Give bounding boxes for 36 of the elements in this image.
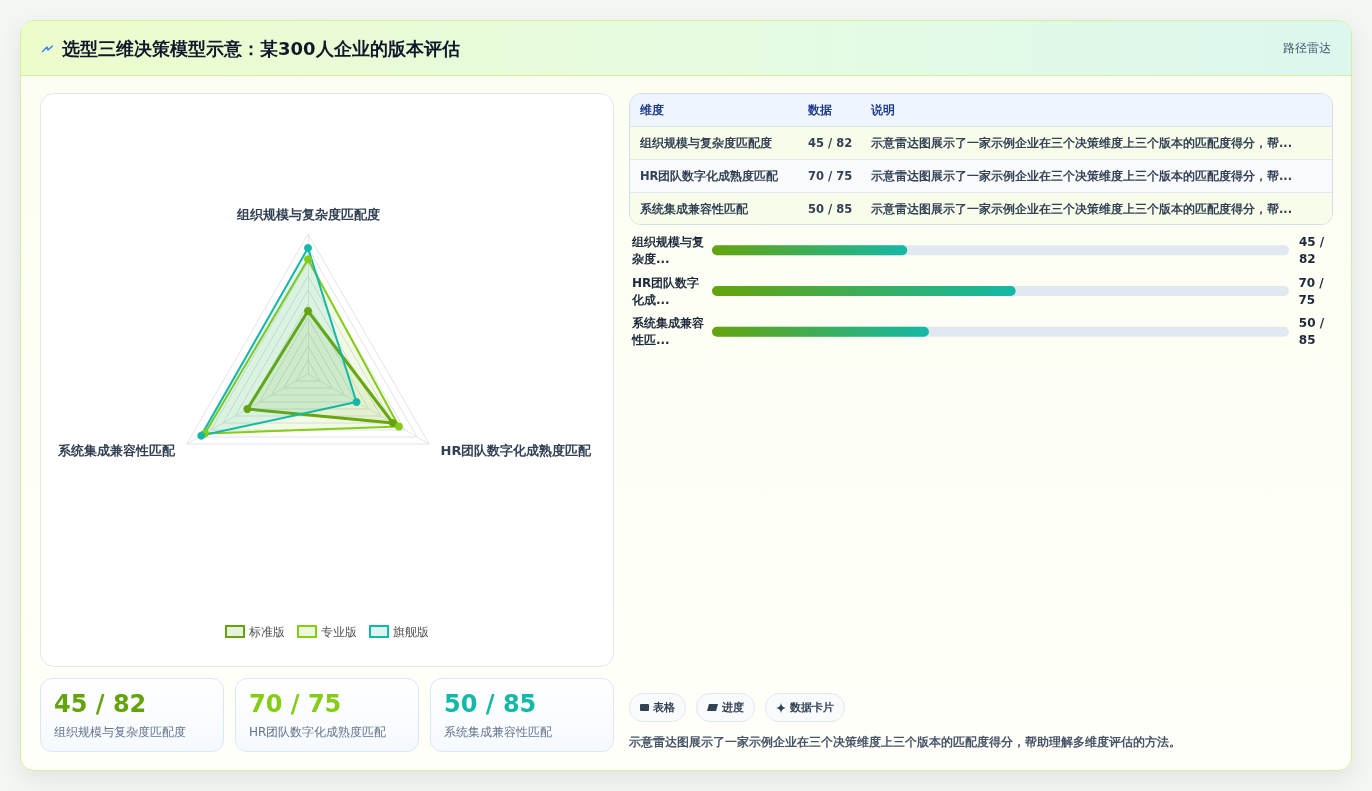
category-label: 组织规模与复杂度匹配度 bbox=[54, 724, 186, 740]
category-label: 数据 bbox=[808, 102, 833, 118]
spoke-label: 系统集成兼容性匹配 bbox=[57, 443, 177, 458]
category-label: HR团队数字化成熟度匹配 bbox=[249, 724, 387, 740]
text: 50 / 85 bbox=[444, 690, 537, 718]
spoke-label: 组织规模与复杂度匹配度 bbox=[235, 207, 380, 222]
legend-label: 旗舰版 bbox=[393, 624, 429, 639]
text: 45 / 82 bbox=[54, 690, 147, 718]
text: HR团队数字化成熟度匹配 bbox=[640, 168, 779, 183]
text: 示意雷达图展示了一家示例企业在三个决策维度上三个版本的匹配度得分，帮... bbox=[871, 135, 1293, 150]
text: 路径雷达 bbox=[1283, 40, 1331, 56]
text: 70 / 75 bbox=[808, 169, 853, 183]
data-label: 50 / 85 bbox=[1298, 316, 1329, 348]
category-label: 维度 bbox=[639, 102, 665, 118]
category-label: 系统集成兼容性匹配 bbox=[444, 724, 552, 740]
text: 50 / 85 bbox=[808, 202, 853, 216]
text: 示意雷达图展示了一家示例企业在三个决策维度上三个版本的匹配度得分，帮... bbox=[871, 201, 1293, 216]
text: 70 / 75 bbox=[249, 690, 342, 718]
text: 示意雷达图展示了一家示例企业在三个决策维度上三个版本的匹配度得分，帮助理解多维度评估的方法。 bbox=[629, 734, 1181, 751]
text: 示意雷达图展示了一家示例企业在三个决策维度上三个版本的匹配度得分，帮... bbox=[871, 168, 1293, 183]
category-label: 说明 bbox=[871, 102, 896, 118]
y-tick-label: HR团队数字化成... bbox=[631, 275, 700, 307]
text: 组织规模与复杂度匹配度 bbox=[640, 135, 772, 150]
text: 数据卡片 bbox=[790, 700, 834, 715]
text: 45 / 82 bbox=[808, 136, 853, 150]
data-label: 70 / 75 bbox=[1298, 275, 1328, 307]
legend-label: 专业版 bbox=[321, 624, 357, 639]
data-label: 45 / 82 bbox=[1298, 234, 1329, 266]
y-tick-label: 系统集成兼容性匹... bbox=[631, 316, 704, 348]
text: 系统集成兼容性匹配 bbox=[640, 201, 748, 216]
text: 表格 bbox=[653, 700, 675, 715]
legend-label: 标准版 bbox=[248, 624, 285, 639]
y-tick-label: 组织规模与复杂度... bbox=[631, 234, 704, 266]
spoke-label: HR团队数字化成熟度匹配 bbox=[440, 443, 593, 458]
chart-title: 选型三维决策模型示意：某300人企业的版本评估 bbox=[62, 37, 460, 61]
text: 进度 bbox=[722, 700, 744, 715]
